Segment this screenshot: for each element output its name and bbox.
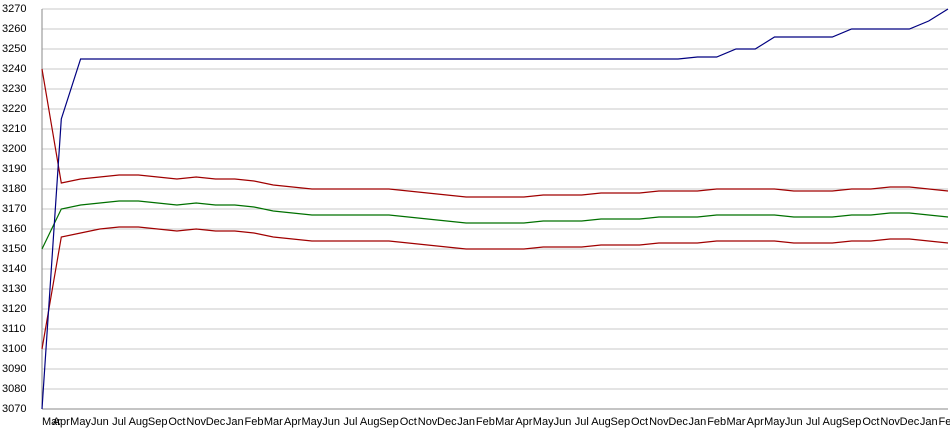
x-tick-label: Nov [649, 416, 669, 428]
x-tick-label: Sep [842, 416, 862, 428]
x-tick-label: Apr [747, 416, 764, 428]
x-tick-label: Dec [206, 416, 226, 428]
x-tick-label: Jan [226, 416, 244, 428]
x-tick-label: Aug [129, 416, 149, 428]
x-tick-label: Jul [112, 416, 126, 428]
x-tick-label: Jun [322, 416, 340, 428]
y-tick-label: 3090 [2, 363, 26, 375]
x-tick-label: Nov [418, 416, 438, 428]
x-tick-label: Oct [862, 416, 879, 428]
x-tick-label: Mar [42, 416, 61, 428]
x-tick-label: Dec [900, 416, 920, 428]
x-tick-label: Jan [689, 416, 707, 428]
series-line [41, 200, 949, 250]
x-tick-label: Sep [611, 416, 631, 428]
x-tick-label: May [301, 416, 322, 428]
x-tick-label: Feb [707, 416, 726, 428]
x-tick-label: Jul [343, 416, 357, 428]
y-tick-label: 3100 [2, 343, 26, 355]
series-line [41, 8, 949, 410]
y-tick-label: 3250 [2, 43, 26, 55]
y-tick-label: 3080 [2, 383, 26, 395]
x-tick-label: Feb [245, 416, 264, 428]
series-line [41, 68, 949, 198]
y-tick-label: 3200 [2, 143, 26, 155]
y-tick-label: 3110 [2, 323, 26, 335]
y-tick-label: 3170 [2, 203, 26, 215]
y-tick-label: 3070 [2, 403, 26, 415]
y-tick-label: 3230 [2, 83, 26, 95]
x-tick-label: Aug [591, 416, 611, 428]
x-tick-label: May [70, 416, 91, 428]
x-tick-label: Mar [726, 416, 745, 428]
y-tick-label: 3130 [2, 283, 26, 295]
x-tick-label: Jun [785, 416, 803, 428]
y-tick-label: 3140 [2, 263, 26, 275]
x-tick-label: Mar [495, 416, 514, 428]
x-tick-label: May [764, 416, 785, 428]
y-tick-label: 3120 [2, 303, 26, 315]
x-tick-label: Jun [554, 416, 572, 428]
y-tick-label: 3150 [2, 243, 26, 255]
x-tick-label: Aug [360, 416, 380, 428]
y-tick-label: 3210 [2, 123, 26, 135]
y-tick-label: 3220 [2, 103, 26, 115]
x-tick-label: Dec [437, 416, 457, 428]
x-tick-label: Dec [668, 416, 688, 428]
x-tick-label: Jul [575, 416, 589, 428]
x-tick-label: Aug [823, 416, 843, 428]
y-tick-label: 3260 [2, 23, 26, 35]
y-tick-label: 3270 [2, 3, 26, 15]
x-tick-label: Jan [920, 416, 938, 428]
x-tick-label: Sep [148, 416, 168, 428]
x-tick-label: Feb [939, 416, 950, 428]
x-tick-label: Oct [168, 416, 185, 428]
x-tick-label: Mar [264, 416, 283, 428]
x-tick-label: Apr [53, 416, 70, 428]
x-tick-label: Jul [806, 416, 820, 428]
y-tick-label: 3160 [2, 223, 26, 235]
x-tick-label: Jan [457, 416, 475, 428]
y-tick-label: 3190 [2, 163, 26, 175]
x-tick-label: Apr [515, 416, 532, 428]
x-tick-label: Apr [284, 416, 301, 428]
x-tick-label: Nov [880, 416, 900, 428]
x-tick-label: Feb [476, 416, 495, 428]
x-tick-label: Nov [186, 416, 206, 428]
y-tick-label: 3240 [2, 63, 26, 75]
x-tick-label: Sep [379, 416, 399, 428]
y-tick-label: 3180 [2, 183, 26, 195]
x-tick-label: Oct [631, 416, 648, 428]
x-tick-label: Oct [400, 416, 417, 428]
x-tick-label: Jun [91, 416, 109, 428]
series-line [41, 226, 949, 350]
x-tick-label: May [533, 416, 554, 428]
